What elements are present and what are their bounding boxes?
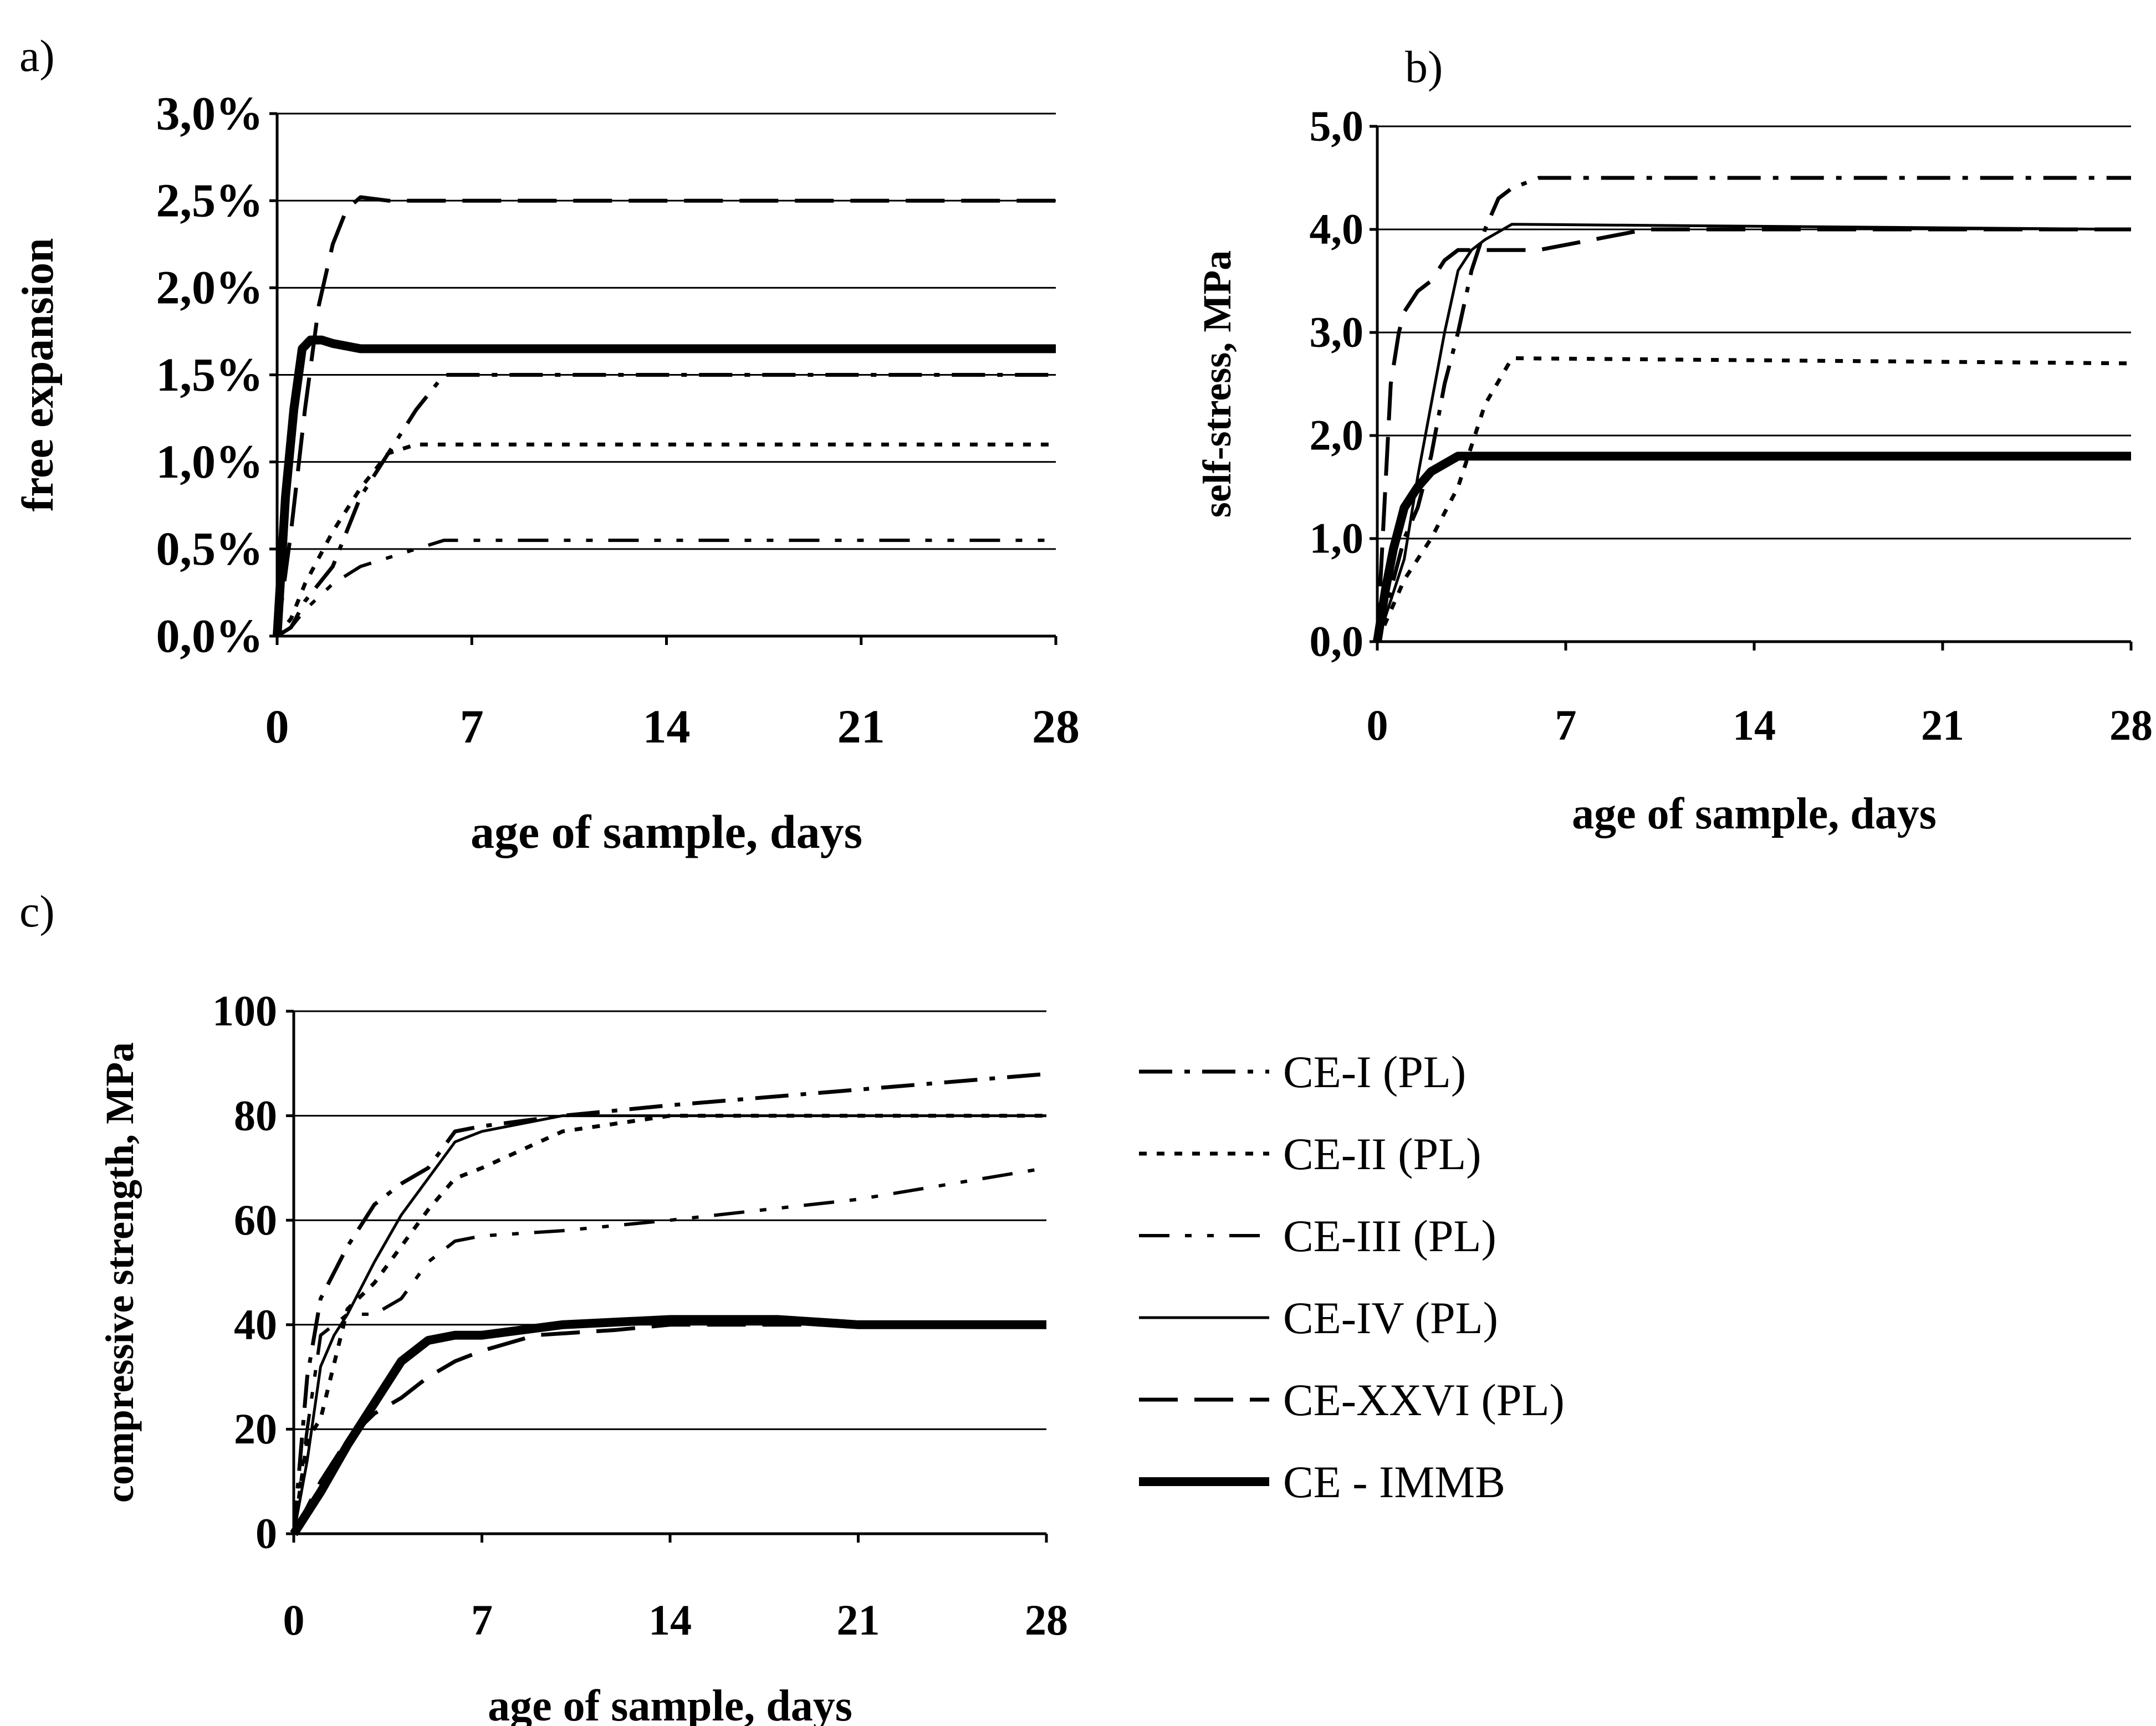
x-axis-label: age of sample, days (1572, 790, 1937, 838)
legend-label-ce-xxvi-pl: CE-XXVI (PL) (1283, 1375, 1565, 1425)
series-line-ce-ii-pl (275, 442, 1056, 638)
series-line-ce-ii-pl (1375, 356, 2132, 643)
x-tick-label: 28 (1032, 700, 1080, 753)
y-axis-label: compressive strength, MPa (98, 1042, 142, 1503)
x-axis-label: age of sample, days (471, 805, 862, 858)
x-axis-label: age of sample, days (488, 1682, 852, 1726)
x-tick-label: 21 (837, 700, 885, 753)
series-line-ce-iv-pl (292, 1114, 1046, 1534)
legend-label-ce-immb: CE - IMMB (1283, 1457, 1505, 1507)
x-tick-label: 7 (460, 700, 484, 753)
legend-label-ce-ii-pl: CE-II (PL) (1283, 1129, 1481, 1179)
series-line-ce-iv-pl (1376, 223, 2132, 642)
y-tick-label: 1,0 (1310, 514, 1364, 562)
legend-label-ce-iv-pl: CE-IV (PL) (1283, 1293, 1498, 1343)
series-line-ce-i-pl (276, 373, 1056, 638)
series-line-ce-xxvi-pl (275, 195, 1056, 637)
y-tick-label: 0,0% (156, 609, 264, 662)
y-tick-label: 1,5% (156, 348, 264, 401)
y-tick-label: 80 (234, 1091, 277, 1139)
series-line-ce-xxvi-pl (292, 1323, 1046, 1535)
panel-b-label: b) (1405, 42, 1443, 92)
y-tick-label: 100 (212, 987, 277, 1035)
x-tick-label: 14 (1733, 701, 1776, 749)
x-tick-label: 0 (265, 700, 289, 753)
y-tick-label: 60 (234, 1196, 277, 1244)
series-line-ce-i-pl (1375, 176, 2131, 642)
legend-label-ce-i-pl: CE-I (PL) (1283, 1047, 1466, 1097)
y-tick-label: 3,0% (156, 86, 264, 140)
x-tick-label: 0 (283, 1596, 305, 1644)
legend: CE-I (PL) CE-II (PL) CE-III (PL) CE-IV (PL)… (1139, 1047, 1565, 1507)
y-tick-label: 2,0 (1310, 411, 1364, 459)
y-axis-label: free expansion (14, 238, 63, 511)
y-tick-label: 0,0 (1310, 617, 1364, 665)
y-tick-label: 5,0 (1310, 102, 1364, 150)
series-line-ce-immb (1373, 452, 2131, 643)
panel-c-compressive-strength-chart: c) 0 20 40 60 80 100 0 7 14 21 28 age of sample, da… (19, 886, 1068, 1726)
panel-c-label: c) (19, 886, 55, 936)
panel-b-self-stress-chart: b) 0,0 1,0 2,0 3,0 4,0 5,0 0 7 14 21 28 age of samp… (1195, 42, 2153, 838)
x-tick-label: 28 (2109, 701, 2153, 749)
panel-a-label: a) (19, 30, 55, 81)
x-tick-label: 21 (837, 1596, 880, 1644)
y-tick-label: 40 (234, 1300, 277, 1349)
y-axis-label: self-stress, MPa (1195, 250, 1239, 518)
series-line-ce-immb (290, 1315, 1046, 1537)
series-line-ce-i-pl (292, 1072, 1047, 1534)
series-line-ce-iii-pl (276, 539, 1056, 638)
legend-label-ce-iii-pl: CE-III (PL) (1283, 1211, 1496, 1261)
x-tick-label: 14 (648, 1596, 692, 1644)
y-tick-label: 0 (256, 1509, 277, 1558)
panel-a-free-expansion-chart: a) 0,0% 0,5% 1,0% 1,5% 2,0% 2,5% 3,0% 0 7 14 21 28 a… (14, 30, 1080, 858)
x-tick-label: 0 (1367, 701, 1388, 749)
y-tick-label: 3,0 (1310, 308, 1364, 356)
x-tick-label: 7 (1555, 701, 1577, 749)
y-tick-label: 20 (234, 1405, 277, 1453)
y-tick-label: 1,0% (156, 435, 264, 488)
series-line-ce-immb (273, 335, 1056, 637)
y-tick-label: 2,5% (156, 174, 264, 227)
x-tick-label: 21 (1921, 701, 1964, 749)
y-tick-label: 4,0 (1310, 205, 1364, 253)
y-tick-label: 0,5% (156, 522, 264, 575)
series-line-ce-iii-pl (292, 1166, 1047, 1534)
y-tick-label: 2,0% (156, 261, 264, 314)
x-tick-label: 14 (643, 700, 691, 753)
x-tick-label: 28 (1025, 1596, 1068, 1644)
x-tick-label: 7 (471, 1596, 493, 1644)
